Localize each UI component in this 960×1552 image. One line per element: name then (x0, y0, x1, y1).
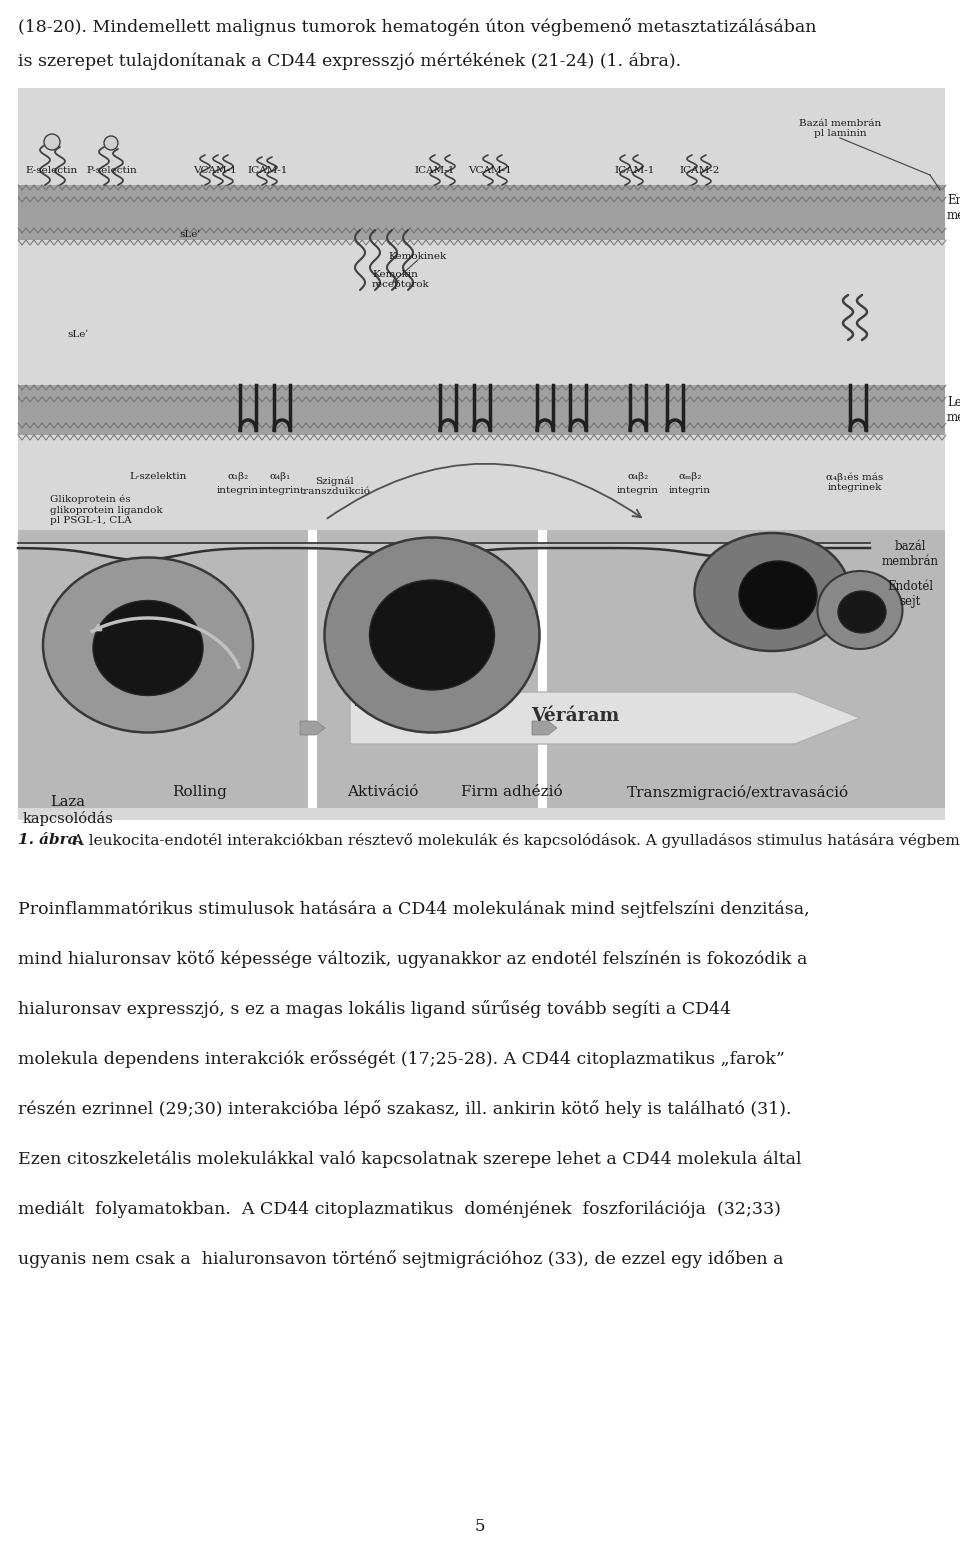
Text: Ezen citoszkeletális molekulákkal való kapcsolatnak szerepe lehet a CD44 molekul: Ezen citoszkeletális molekulákkal való k… (18, 1150, 802, 1167)
Text: mind hialuronsav kötő képessége változik, ugyanakkor az endotél felszínén is fok: mind hialuronsav kötő képessége változik… (18, 950, 807, 968)
Text: (18-20). Mindemellett malignus tumorok hematogén úton végbemenő metasztatizálásá: (18-20). Mindemellett malignus tumorok h… (18, 19, 817, 36)
Text: részén ezrinnel (29;30) interakcióba lépő szakasz, ill. ankirin kötő hely is tal: részén ezrinnel (29;30) interakcióba lép… (18, 1100, 791, 1117)
Bar (18, 185, 945, 241)
Ellipse shape (93, 601, 203, 695)
Text: integrin: integrin (617, 486, 659, 495)
Text: L-szelektin: L-szelektin (130, 472, 186, 481)
Bar (18, 385, 945, 435)
Text: sLeʹ: sLeʹ (180, 230, 201, 239)
Text: Aktiváció: Aktiváció (348, 785, 419, 799)
Ellipse shape (818, 571, 902, 649)
Text: Véráram: Véráram (531, 708, 619, 725)
Ellipse shape (370, 580, 494, 691)
Text: Glikoprotein és
glikoprotein ligandok
pl PSGL-1, CLA: Glikoprotein és glikoprotein ligandok pl… (50, 495, 162, 525)
Text: α₁β₂: α₁β₂ (228, 472, 249, 481)
Text: ICAM-1: ICAM-1 (415, 166, 455, 175)
Circle shape (104, 137, 118, 151)
Text: ugyanis nem csak a  hialuronsavon történő sejtmigrációhoz (33), de ezzel egy idő: ugyanis nem csak a hialuronsavon történő… (18, 1249, 783, 1268)
Text: α₄β₁és más
integrinek: α₄β₁és más integrinek (827, 472, 883, 492)
Ellipse shape (324, 537, 540, 733)
Bar (415, 684, 473, 706)
FancyArrow shape (532, 722, 557, 736)
Text: αₘβ₂: αₘβ₂ (679, 472, 702, 481)
FancyArrow shape (350, 692, 860, 743)
Circle shape (44, 133, 60, 151)
Ellipse shape (694, 532, 850, 650)
Text: VCAM-1: VCAM-1 (468, 166, 512, 175)
Text: Endotél
sejt: Endotél sejt (887, 580, 933, 608)
Text: Kemokin
receptorok: Kemokin receptorok (372, 270, 430, 289)
Text: Transzmigració/extravasáció: Transzmigració/extravasáció (627, 785, 849, 799)
Ellipse shape (43, 557, 253, 733)
Bar (380, 684, 408, 706)
Bar (18, 88, 945, 819)
Text: E-selectin: E-selectin (26, 166, 78, 175)
Text: integrin: integrin (669, 486, 711, 495)
Bar (308, 529, 317, 809)
Bar (538, 529, 547, 809)
Text: α₄β₂: α₄β₂ (628, 472, 649, 481)
Text: integrin: integrin (259, 486, 301, 495)
Text: Szignál
transzduikció: Szignál transzduikció (300, 476, 371, 497)
Text: Laza
kapcsolódás: Laza kapcsolódás (23, 795, 113, 826)
FancyArrowPatch shape (327, 464, 641, 518)
Text: Firm adhézió: Firm adhézió (461, 785, 563, 799)
Ellipse shape (739, 560, 817, 629)
Text: hialuronsav expresszjó, s ez a magas lokális ligand sűrűség tovább segíti a CD44: hialuronsav expresszjó, s ez a magas lok… (18, 999, 732, 1018)
Text: bazál
membrán: bazál membrán (881, 540, 939, 568)
Text: integrin: integrin (217, 486, 259, 495)
Text: A leukocita-endotél interakciókban résztevő molekulák és kapcsolódások. A gyulla: A leukocita-endotél interakciókban részt… (68, 833, 960, 847)
Text: mediált  folyamatokban.  A CD44 citoplazmatikus  doménjének  foszforilációja  (3: mediált folyamatokban. A CD44 citoplazma… (18, 1200, 780, 1217)
Text: Proinflammatórikus stimulusok hatására a CD44 molekulának mind sejtfelszíni denz: Proinflammatórikus stimulusok hatására a… (18, 900, 809, 917)
Text: ICAM-1: ICAM-1 (614, 166, 655, 175)
Text: ICAM-1: ICAM-1 (248, 166, 288, 175)
Text: α₄β₁: α₄β₁ (270, 472, 291, 481)
FancyArrow shape (300, 722, 325, 736)
Text: 1. ábra.: 1. ábra. (18, 833, 83, 847)
Text: VCAM-1: VCAM-1 (193, 166, 237, 175)
Text: molekula dependens interakciók erősségét (17;25-28). A CD44 citoplazmatikus „far: molekula dependens interakciók erősségét… (18, 1051, 784, 1068)
Text: Kemokinek: Kemokinek (388, 251, 446, 261)
Bar (355, 684, 373, 706)
Text: Bazál membrán
pl laminin: Bazál membrán pl laminin (799, 118, 881, 138)
Text: is szerepet tulajdonítanak a CD44 expresszjó mértékének (21-24) (1. ábra).: is szerepet tulajdonítanak a CD44 expres… (18, 53, 682, 70)
Ellipse shape (838, 591, 886, 633)
Text: ICAM-2: ICAM-2 (680, 166, 720, 175)
Text: sLeʹ: sLeʹ (67, 331, 88, 338)
Text: 5: 5 (475, 1518, 485, 1535)
Text: Endotél
membrán: Endotél membrán (947, 194, 960, 222)
Bar (18, 529, 945, 809)
Text: P-selectin: P-selectin (86, 166, 137, 175)
Text: Leukocita
membrán: Leukocita membrán (947, 396, 960, 424)
Text: Rolling: Rolling (173, 785, 228, 799)
